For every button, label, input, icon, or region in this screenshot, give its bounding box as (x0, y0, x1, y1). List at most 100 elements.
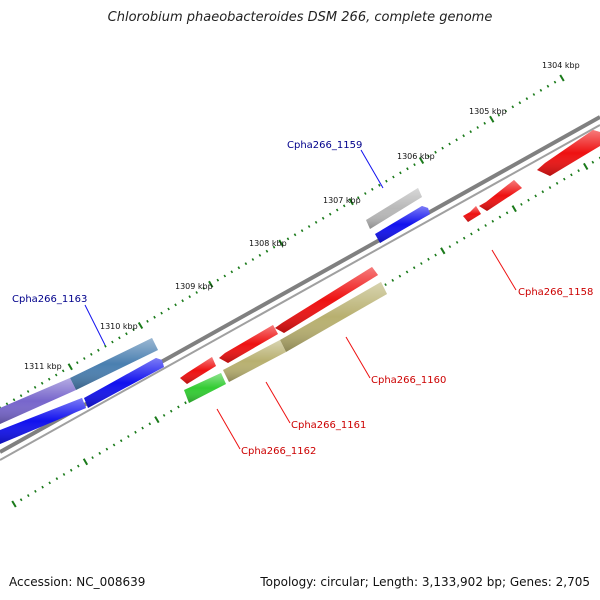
major-tick (208, 280, 214, 288)
outer-features (0, 188, 422, 424)
minor-tick (41, 485, 44, 489)
major-tick (154, 416, 160, 424)
gene-label-1158[interactable]: Cpha266_1158 (518, 287, 593, 298)
kbp-label: 1305 kbp (469, 107, 507, 116)
minor-tick (441, 146, 444, 150)
gene-label-1162[interactable]: Cpha266_1162 (241, 446, 316, 457)
minor-tick (527, 198, 530, 202)
major-tick (278, 239, 284, 247)
minor-tick (591, 160, 595, 164)
outer-tick-track (0, 74, 565, 412)
gene-labels: Cpha266_1159 Cpha266_1163 Cpha266_1158 C… (12, 140, 593, 457)
minor-tick (391, 278, 395, 282)
minor-tick (434, 150, 437, 154)
minor-tick (399, 171, 402, 175)
minor-tick (112, 443, 116, 447)
minor-tick (104, 344, 107, 348)
minor-tick (111, 340, 114, 344)
minor-tick (378, 183, 381, 187)
leader-lines (84, 149, 517, 450)
major-tick (348, 198, 354, 206)
olive-features (223, 282, 387, 382)
kbp-label: 1304 kbp (542, 61, 580, 70)
minor-tick (12, 398, 16, 402)
minor-tick (69, 468, 73, 472)
gene-label-1159[interactable]: Cpha266_1159 (287, 140, 362, 151)
minor-tick (328, 212, 332, 216)
scale-labels: 1304 kbp 1305 kbp 1306 kbp 1307 kbp 1308… (24, 61, 580, 371)
minor-tick (314, 220, 318, 224)
minor-tick (455, 240, 459, 244)
gene-label-1163[interactable]: Cpha266_1163 (12, 294, 87, 305)
minor-tick (420, 262, 423, 265)
minor-tick (462, 134, 465, 138)
minor-tick (406, 167, 409, 171)
minor-tick (105, 447, 109, 451)
gene-label-1160[interactable]: Cpha266_1160 (371, 375, 446, 386)
minor-tick (427, 257, 430, 261)
minor-tick (335, 208, 339, 212)
minor-tick (532, 93, 536, 96)
blue-genes (0, 206, 430, 444)
minor-tick (555, 181, 559, 185)
minor-tick (34, 489, 37, 493)
kbp-label: 1309 kbp (175, 282, 213, 291)
minor-tick (118, 336, 121, 340)
minor-tick (230, 270, 234, 274)
accession-text: Accession: NC_008639 (9, 575, 146, 589)
minor-tick (272, 245, 276, 249)
minor-tick (244, 262, 248, 266)
minor-tick (462, 236, 466, 240)
minor-tick (5, 402, 9, 406)
minor-tick (321, 216, 325, 220)
gene-label-1161[interactable]: Cpha266_1161 (291, 420, 366, 431)
minor-tick (265, 249, 269, 253)
major-tick (440, 247, 446, 255)
minor-tick (19, 394, 23, 398)
minor-tick (202, 286, 205, 290)
minor-tick (90, 352, 93, 356)
minor-tick (553, 80, 557, 84)
minor-tick (570, 173, 573, 177)
minor-tick (511, 105, 515, 109)
minor-tick (184, 401, 187, 405)
minor-tick (484, 224, 487, 227)
minor-tick (448, 245, 452, 249)
minor-tick (483, 121, 486, 125)
minor-tick (195, 291, 198, 294)
minor-tick (342, 204, 346, 208)
minor-tick (477, 228, 480, 232)
minor-tick (54, 373, 58, 377)
minor-tick (307, 225, 311, 228)
minor-tick (384, 283, 387, 287)
minor-tick (577, 169, 580, 173)
kbp-label: 1307 kbp (323, 196, 361, 205)
minor-tick (427, 154, 430, 158)
minor-tick (251, 258, 255, 261)
major-tick (418, 156, 425, 165)
minor-tick (148, 422, 152, 426)
kbp-label: 1311 kbp (24, 362, 62, 371)
minor-tick (134, 430, 137, 434)
backbone-line-inner (0, 124, 600, 461)
minor-tick (61, 369, 65, 373)
minor-tick (497, 113, 501, 117)
minor-tick (119, 439, 123, 443)
minor-tick (160, 311, 163, 315)
minor-tick (505, 211, 509, 215)
minor-tick (498, 215, 502, 219)
major-tick (82, 458, 89, 466)
minor-tick (448, 142, 451, 146)
minor-tick (141, 426, 144, 430)
minor-tick (534, 194, 537, 198)
minor-tick (293, 233, 297, 237)
minor-tick (153, 315, 156, 319)
minor-tick (27, 494, 30, 497)
genome-summary: Topology: circular; Length: 3,133,902 bp… (260, 575, 590, 589)
minor-tick (434, 253, 437, 257)
minor-tick (392, 175, 395, 179)
minor-tick (546, 84, 550, 88)
minor-tick (98, 451, 102, 455)
minor-tick (91, 456, 94, 460)
minor-tick (188, 295, 191, 299)
